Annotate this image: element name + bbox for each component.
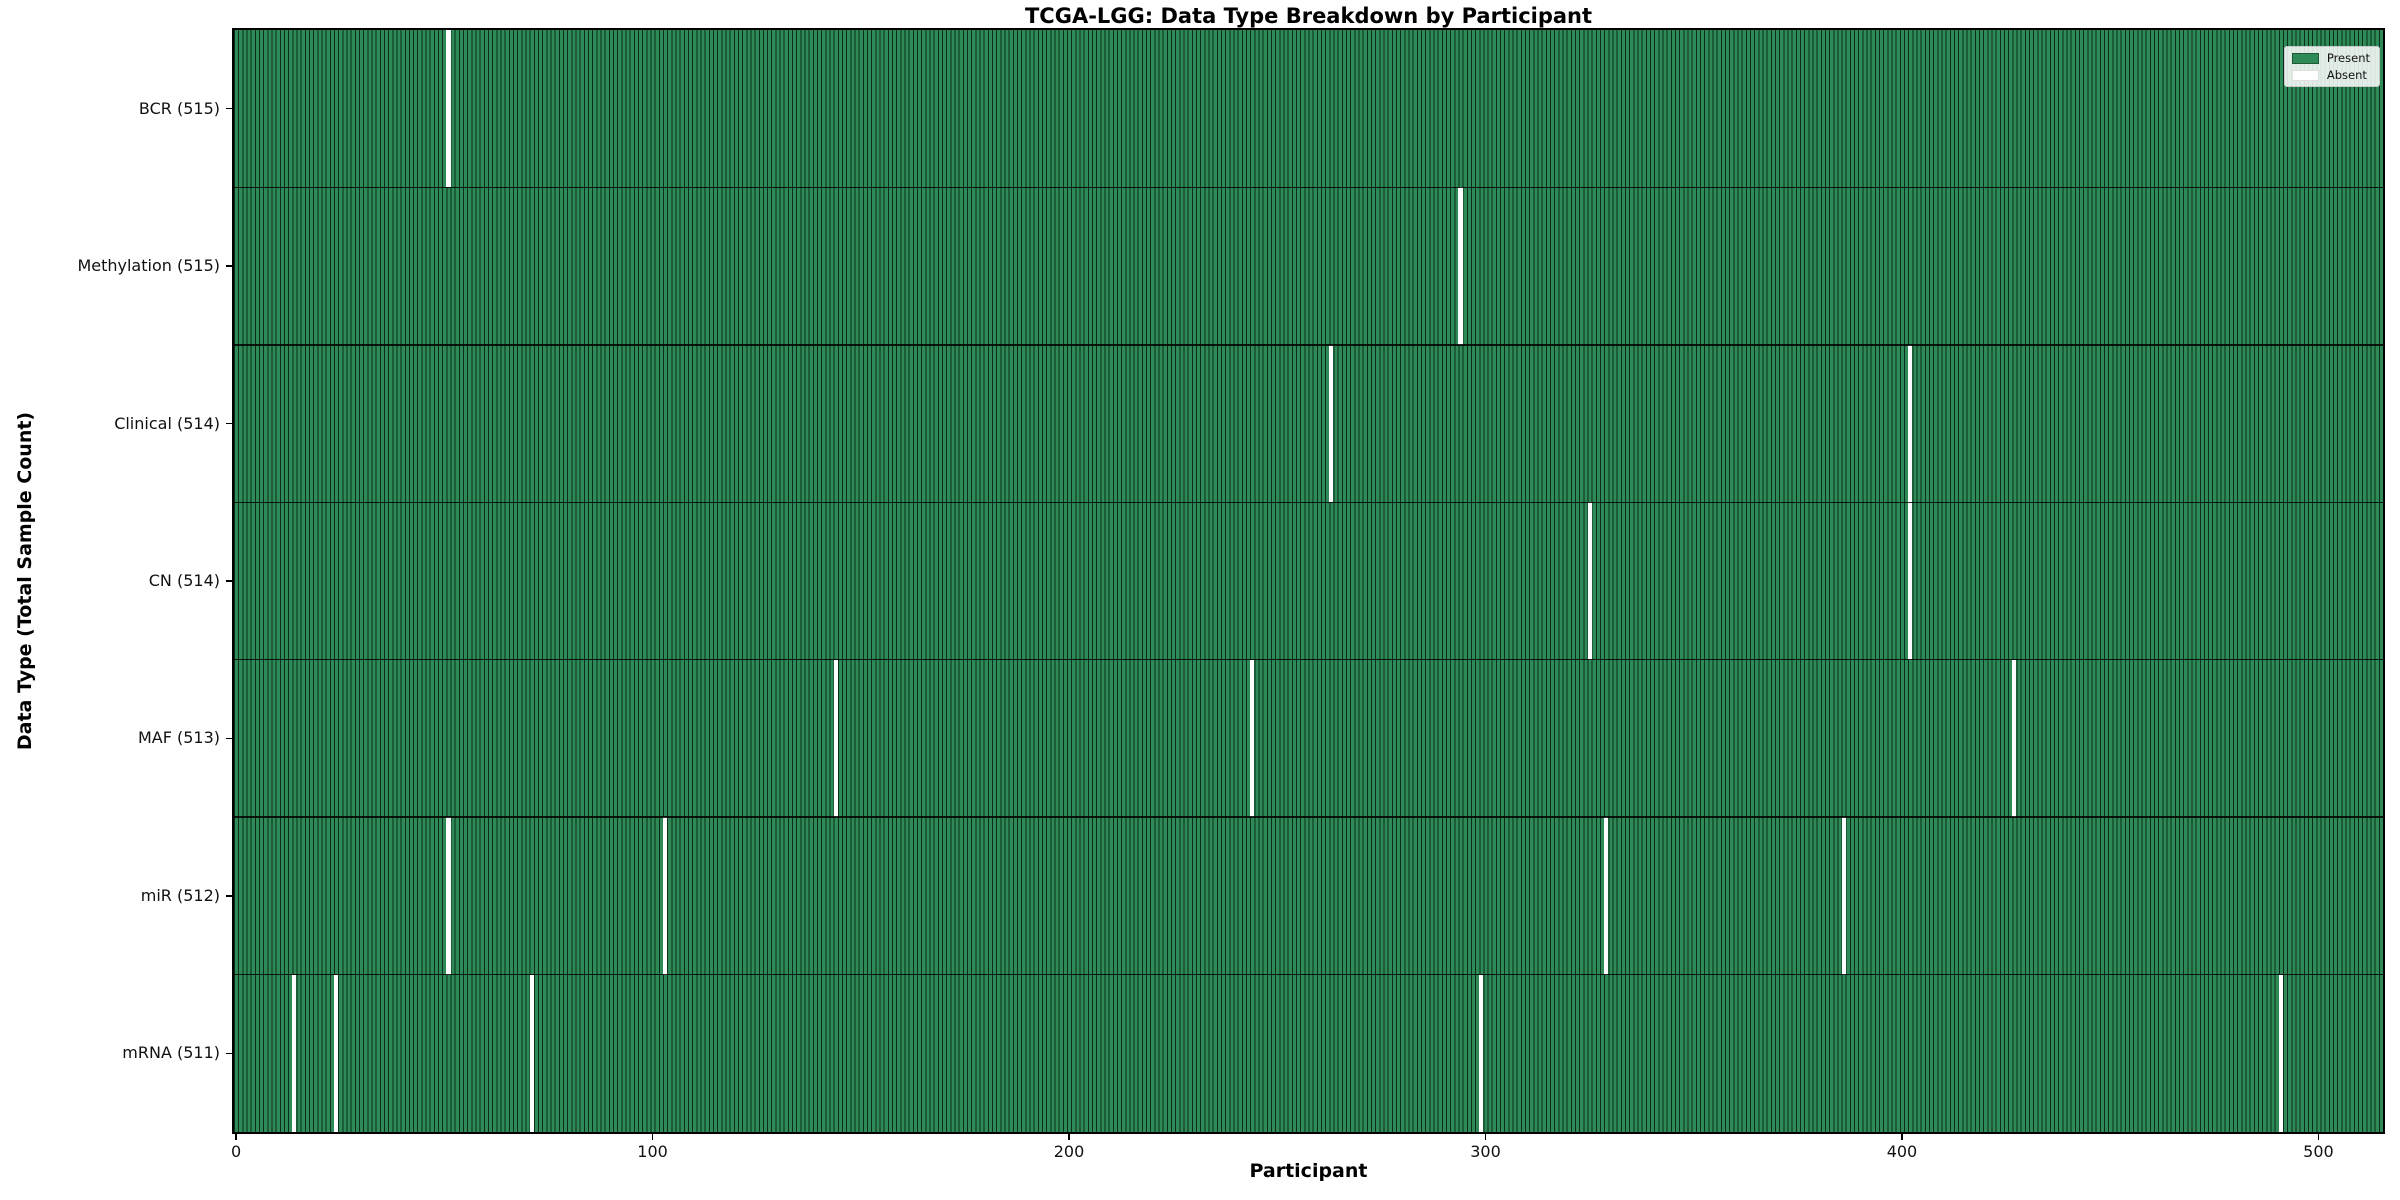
y-tick-label: MAF (513) xyxy=(137,728,220,748)
absent-mark xyxy=(1908,502,1913,660)
absent-mark xyxy=(446,817,451,975)
absent-mark xyxy=(1841,817,1846,975)
heatmap-row-methylation xyxy=(234,187,2383,345)
absent-mark xyxy=(292,974,297,1132)
legend-label-present: Present xyxy=(2326,51,2370,65)
absent-mark xyxy=(1587,502,1592,660)
y-tick-mark xyxy=(226,580,232,582)
x-tick-label: 500 xyxy=(2303,1142,2334,1161)
chart-title: TCGA-LGG: Data Type Breakdown by Partici… xyxy=(1024,4,1593,28)
legend-label-absent: Absent xyxy=(2326,68,2367,82)
x-tick-label: 200 xyxy=(1053,1142,1085,1161)
absent-mark xyxy=(2278,974,2284,1132)
heatmap-row-mrna xyxy=(234,974,2383,1132)
legend-swatch-present-icon xyxy=(2291,52,2319,64)
y-tick-mark xyxy=(226,1052,232,1055)
plot-area xyxy=(232,28,2385,1134)
absent-mark xyxy=(662,817,668,975)
y-tick-label: BCR (515) xyxy=(138,98,220,118)
heatmap-row-clinical xyxy=(234,344,2383,503)
heatmap-row-bcr xyxy=(234,30,2383,188)
x-tick-mark xyxy=(1068,1134,1070,1140)
y-tick-label: mRNA (511) xyxy=(122,1043,220,1063)
x-tick-mark xyxy=(651,1134,654,1140)
y-tick-mark xyxy=(226,422,232,425)
row-separator xyxy=(234,186,2383,189)
y-tick-label: miR (512) xyxy=(140,885,220,905)
absent-mark xyxy=(333,974,339,1132)
y-tick-label: CN (514) xyxy=(148,571,220,590)
absent-mark xyxy=(833,659,838,818)
legend: Present Absent xyxy=(2283,46,2380,87)
x-tick-label: 300 xyxy=(1470,1142,1501,1161)
y-tick-mark xyxy=(226,895,232,897)
absent-mark xyxy=(529,974,534,1132)
x-tick-mark xyxy=(1484,1134,1487,1140)
y-tick-mark xyxy=(226,737,232,740)
row-separator xyxy=(234,501,2383,504)
absent-mark xyxy=(1458,187,1463,345)
absent-mark xyxy=(1604,817,1609,975)
row-separator xyxy=(234,344,2383,346)
heatmap-row-mir xyxy=(234,817,2383,975)
x-axis-label: Participant xyxy=(1249,1160,1368,1182)
x-tick-mark xyxy=(1901,1134,1903,1140)
absent-mark xyxy=(1250,659,1255,818)
y-tick-label: Clinical (514) xyxy=(114,413,220,433)
row-separator xyxy=(234,816,2383,818)
y-tick-label: Methylation (515) xyxy=(77,256,220,276)
absent-mark xyxy=(1908,344,1913,503)
legend-swatch-absent-icon xyxy=(2291,69,2319,81)
absent-mark xyxy=(446,30,451,188)
x-tick-mark xyxy=(235,1134,237,1140)
x-tick-label: 100 xyxy=(637,1142,668,1161)
absent-mark xyxy=(1329,344,1334,503)
heatmap-row-maf xyxy=(234,659,2383,818)
row-separator xyxy=(234,973,2383,976)
y-tick-mark xyxy=(226,265,232,267)
x-tick-label: 400 xyxy=(1886,1142,1918,1161)
row-separator xyxy=(234,658,2383,661)
y-tick-mark xyxy=(226,107,232,110)
absent-mark xyxy=(2012,659,2017,818)
legend-item-present: Present xyxy=(2291,51,2370,65)
x-tick-label: 0 xyxy=(230,1142,242,1161)
x-tick-mark xyxy=(2317,1134,2320,1140)
legend-item-absent: Absent xyxy=(2291,68,2370,82)
absent-mark xyxy=(1479,974,1484,1132)
heatmap-row-cn xyxy=(234,502,2383,660)
